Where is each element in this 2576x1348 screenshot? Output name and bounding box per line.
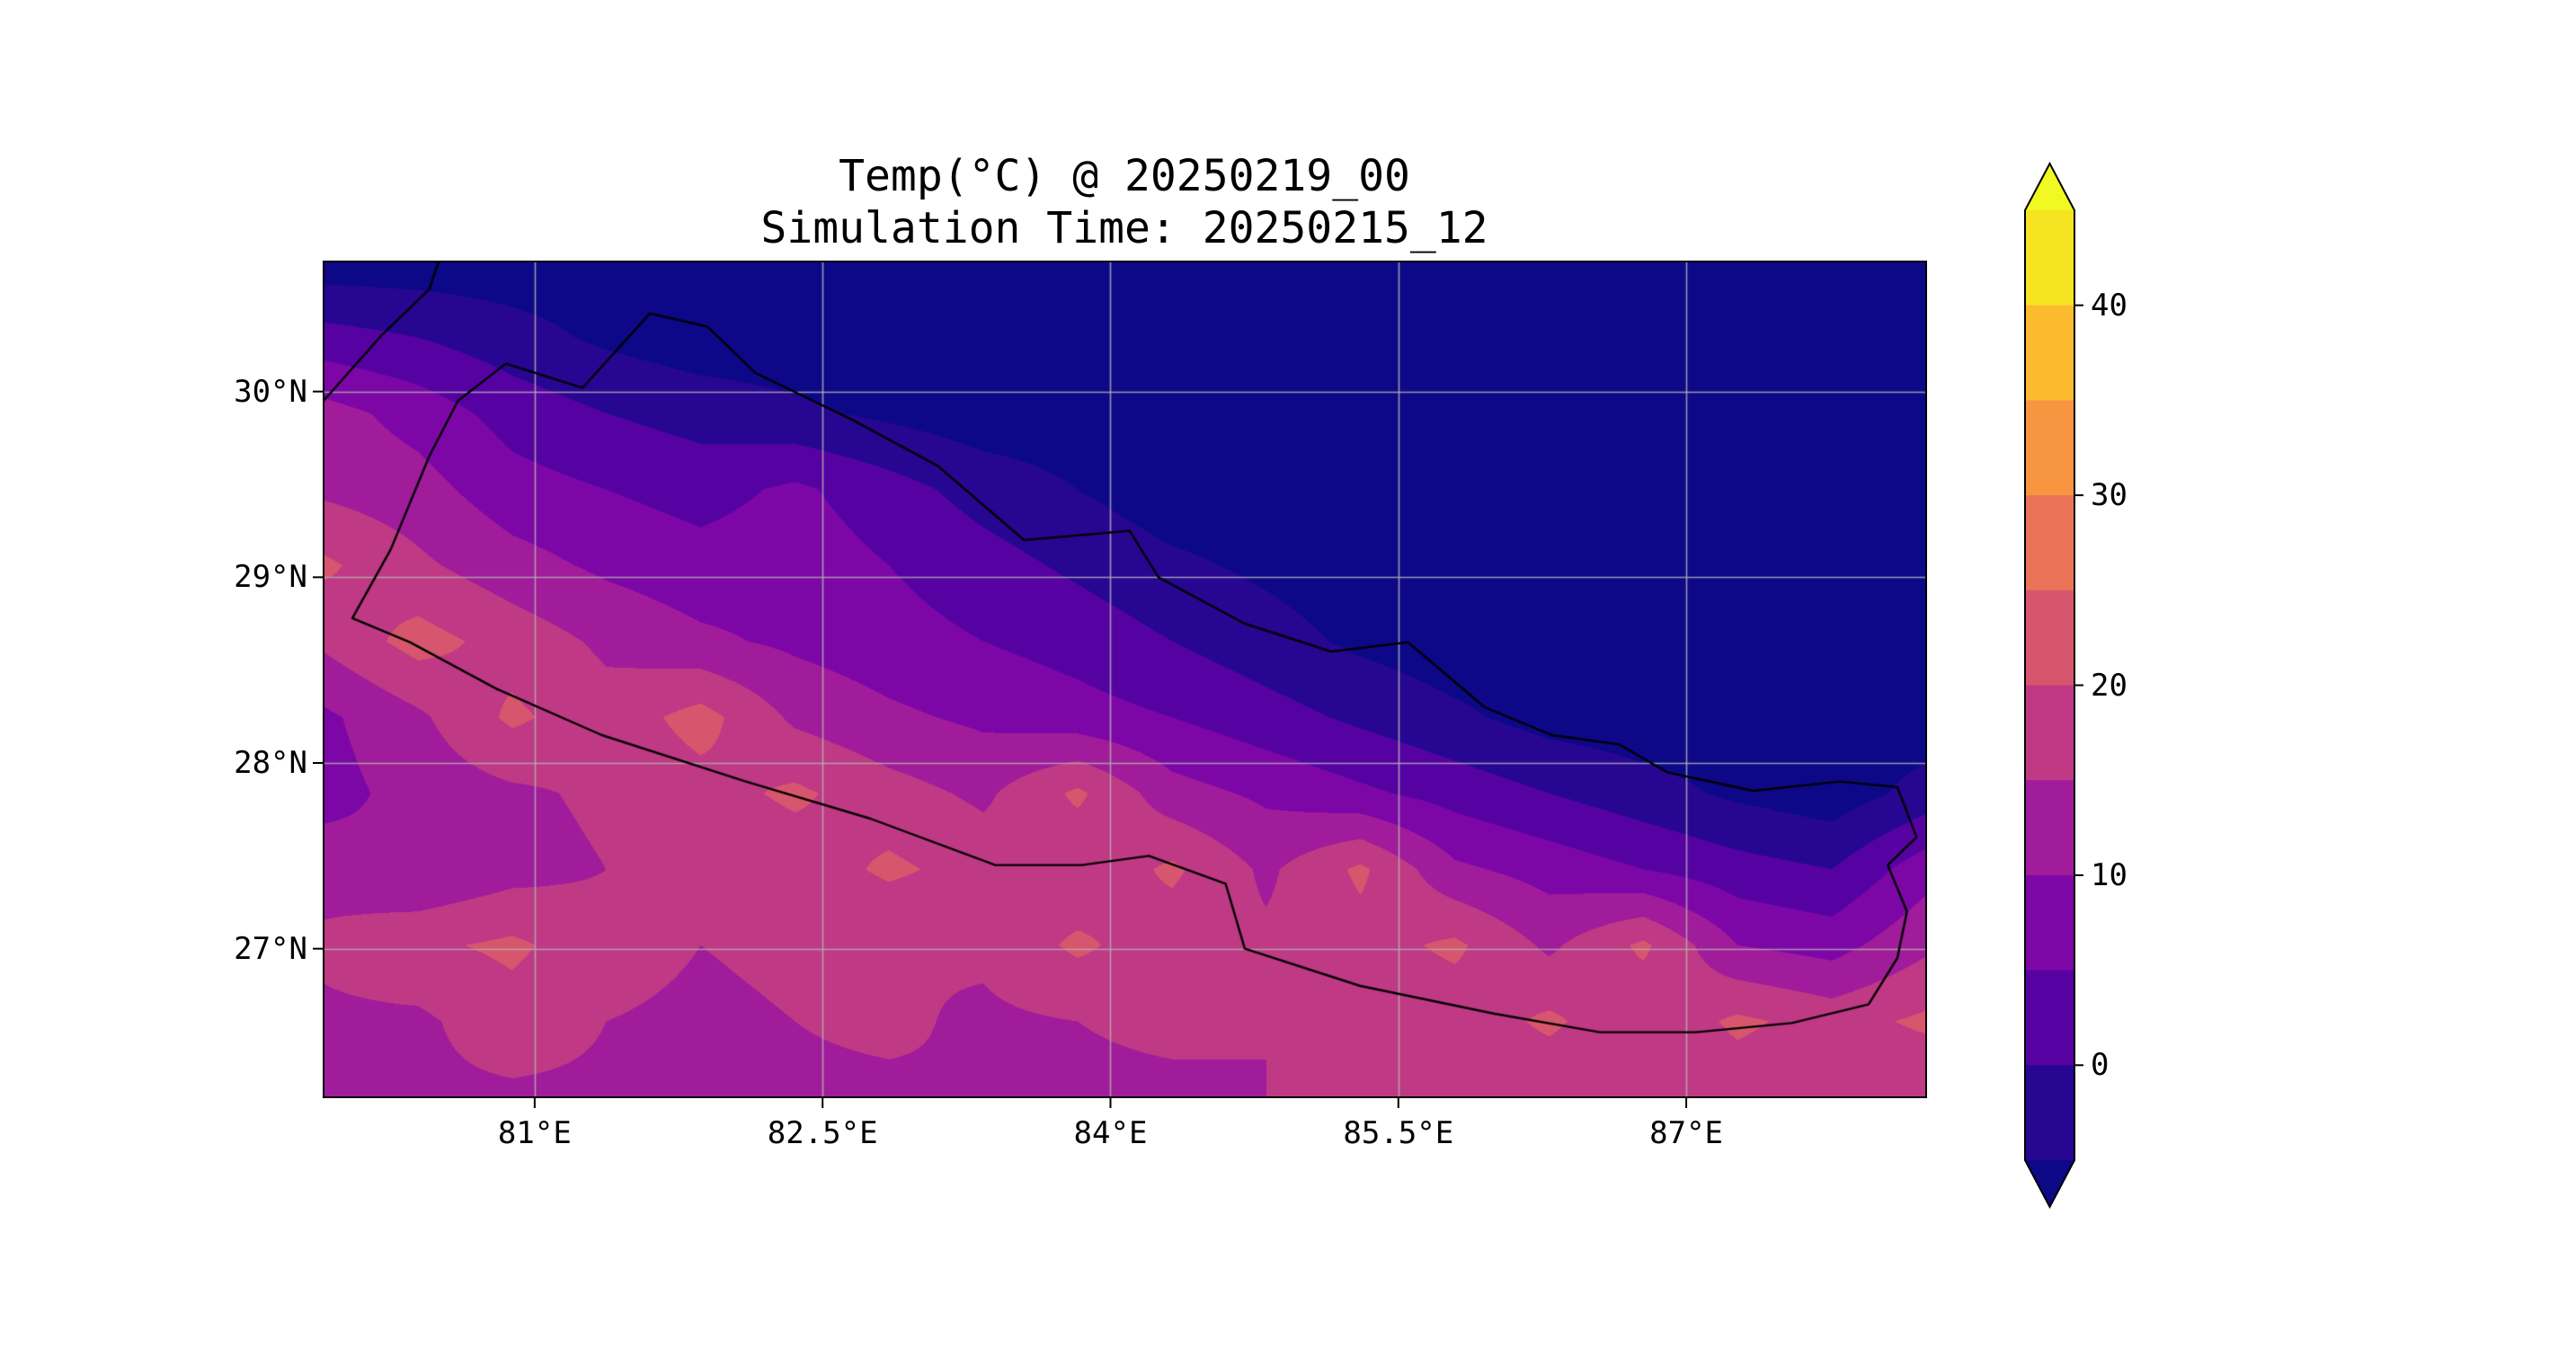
- colorbar-tick-label: 0: [2091, 1047, 2110, 1084]
- colorbar-outline: [2024, 161, 2075, 1210]
- x-tick-label: 87°E: [1649, 1115, 1724, 1151]
- colorbar-band: [2025, 780, 2074, 876]
- colorbar-band: [2025, 685, 2074, 781]
- y-tick-label: 30°N: [234, 373, 307, 410]
- colorbar-over-arrow: [2025, 164, 2074, 210]
- y-tick-label: 28°N: [234, 745, 307, 781]
- colorbar-band: [2025, 210, 2074, 306]
- x-tick-label: 85.5°E: [1343, 1115, 1454, 1151]
- x-tick-label: 81°E: [497, 1115, 572, 1151]
- colorbar-tick-label: 30: [2091, 477, 2127, 514]
- colorbar-band: [2025, 495, 2074, 591]
- colorbar-band: [2025, 400, 2074, 496]
- x-tick-label: 84°E: [1073, 1115, 1148, 1151]
- colorbar-band: [2025, 1065, 2074, 1161]
- colorbar-tick-label: 10: [2091, 856, 2127, 893]
- y-tick-label: 27°N: [234, 930, 307, 967]
- temperature-contour-map: [324, 262, 1926, 1097]
- colorbar-band: [2025, 874, 2074, 971]
- y-tick-label: 29°N: [234, 559, 307, 596]
- colorbar-tick-label: 40: [2091, 287, 2127, 324]
- plot-subtitle: Simulation Time: 20250215_12: [760, 203, 1488, 253]
- colorbar-band: [2025, 970, 2074, 1066]
- plot-title: Temp(°C) @ 20250219_00: [839, 151, 1410, 201]
- x-tick-label: 82.5°E: [767, 1115, 878, 1151]
- plot-frame: [323, 261, 1927, 1098]
- colorbar-band: [2025, 590, 2074, 686]
- colorbar-under-arrow: [2025, 1160, 2074, 1207]
- colorbar-band: [2025, 305, 2074, 401]
- colorbar-tick-label: 20: [2091, 667, 2127, 704]
